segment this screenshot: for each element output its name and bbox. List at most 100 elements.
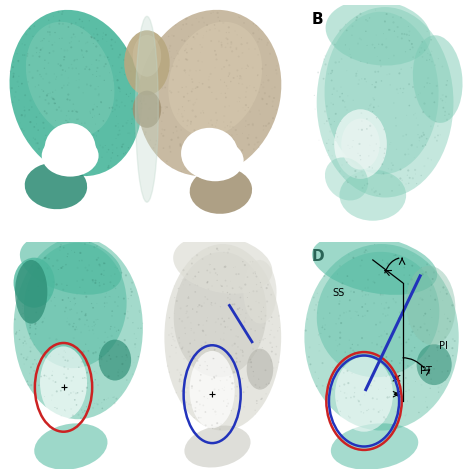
Point — [188, 145, 196, 152]
Point — [99, 33, 107, 40]
Point — [365, 152, 373, 160]
Point — [252, 410, 259, 418]
Point — [401, 151, 409, 158]
Point — [332, 110, 339, 118]
Point — [74, 389, 82, 397]
Point — [190, 33, 197, 41]
Point — [428, 36, 435, 44]
Point — [326, 310, 334, 317]
Point — [65, 108, 73, 115]
Point — [82, 293, 90, 301]
Point — [221, 79, 228, 86]
Point — [208, 375, 216, 383]
Point — [98, 356, 105, 363]
Point — [59, 66, 66, 74]
Ellipse shape — [45, 123, 96, 174]
Point — [424, 74, 432, 82]
Point — [179, 103, 186, 110]
Point — [423, 261, 431, 268]
Point — [68, 377, 75, 384]
Point — [53, 281, 60, 288]
Point — [72, 142, 79, 150]
Point — [377, 291, 384, 299]
Point — [128, 288, 136, 296]
Point — [16, 336, 23, 343]
Point — [246, 289, 253, 296]
Point — [71, 248, 78, 256]
Point — [346, 349, 354, 356]
Point — [358, 303, 366, 311]
Point — [356, 35, 364, 42]
Point — [113, 264, 121, 272]
Point — [336, 27, 344, 34]
Point — [249, 29, 257, 37]
Point — [128, 97, 136, 105]
Point — [430, 269, 438, 276]
Point — [207, 9, 215, 17]
Point — [41, 372, 48, 379]
Point — [18, 111, 26, 119]
Point — [66, 39, 73, 47]
Point — [212, 372, 220, 380]
Point — [98, 271, 105, 278]
Point — [372, 321, 380, 328]
Point — [415, 409, 423, 416]
Point — [136, 99, 144, 106]
Point — [375, 333, 383, 340]
Point — [157, 59, 164, 66]
Point — [358, 117, 365, 125]
Point — [91, 368, 99, 375]
Point — [219, 410, 227, 418]
Point — [155, 80, 163, 88]
Point — [103, 290, 110, 297]
Point — [203, 365, 211, 373]
Point — [73, 326, 81, 333]
Point — [186, 97, 194, 104]
Point — [177, 142, 184, 150]
Point — [65, 79, 73, 87]
Point — [437, 95, 445, 102]
Point — [370, 405, 377, 413]
Point — [129, 370, 137, 378]
Point — [162, 105, 169, 112]
Point — [354, 40, 362, 47]
Point — [240, 388, 247, 396]
Point — [234, 333, 242, 341]
Point — [340, 288, 348, 296]
Point — [26, 137, 33, 144]
Point — [31, 356, 38, 364]
Point — [392, 299, 400, 306]
Point — [115, 84, 123, 92]
Point — [201, 358, 209, 365]
Point — [46, 148, 53, 156]
Point — [100, 280, 108, 288]
Point — [370, 94, 377, 102]
Point — [16, 298, 24, 305]
Point — [171, 337, 178, 345]
Point — [265, 93, 273, 100]
Point — [25, 287, 33, 294]
Point — [50, 12, 57, 20]
Point — [220, 112, 228, 120]
Point — [198, 164, 205, 172]
Point — [347, 288, 355, 295]
Point — [409, 174, 417, 182]
Point — [89, 378, 97, 386]
Point — [187, 325, 195, 332]
Point — [68, 108, 76, 115]
Point — [196, 362, 204, 369]
Point — [320, 272, 328, 280]
Point — [188, 383, 196, 390]
Point — [156, 103, 164, 110]
Point — [162, 103, 169, 111]
Point — [46, 49, 53, 57]
Point — [259, 324, 267, 332]
Point — [273, 106, 280, 113]
Point — [181, 324, 189, 332]
Point — [260, 303, 267, 311]
Point — [121, 310, 128, 318]
Point — [409, 262, 416, 270]
Point — [60, 244, 67, 251]
Point — [401, 412, 409, 419]
Point — [95, 90, 103, 98]
